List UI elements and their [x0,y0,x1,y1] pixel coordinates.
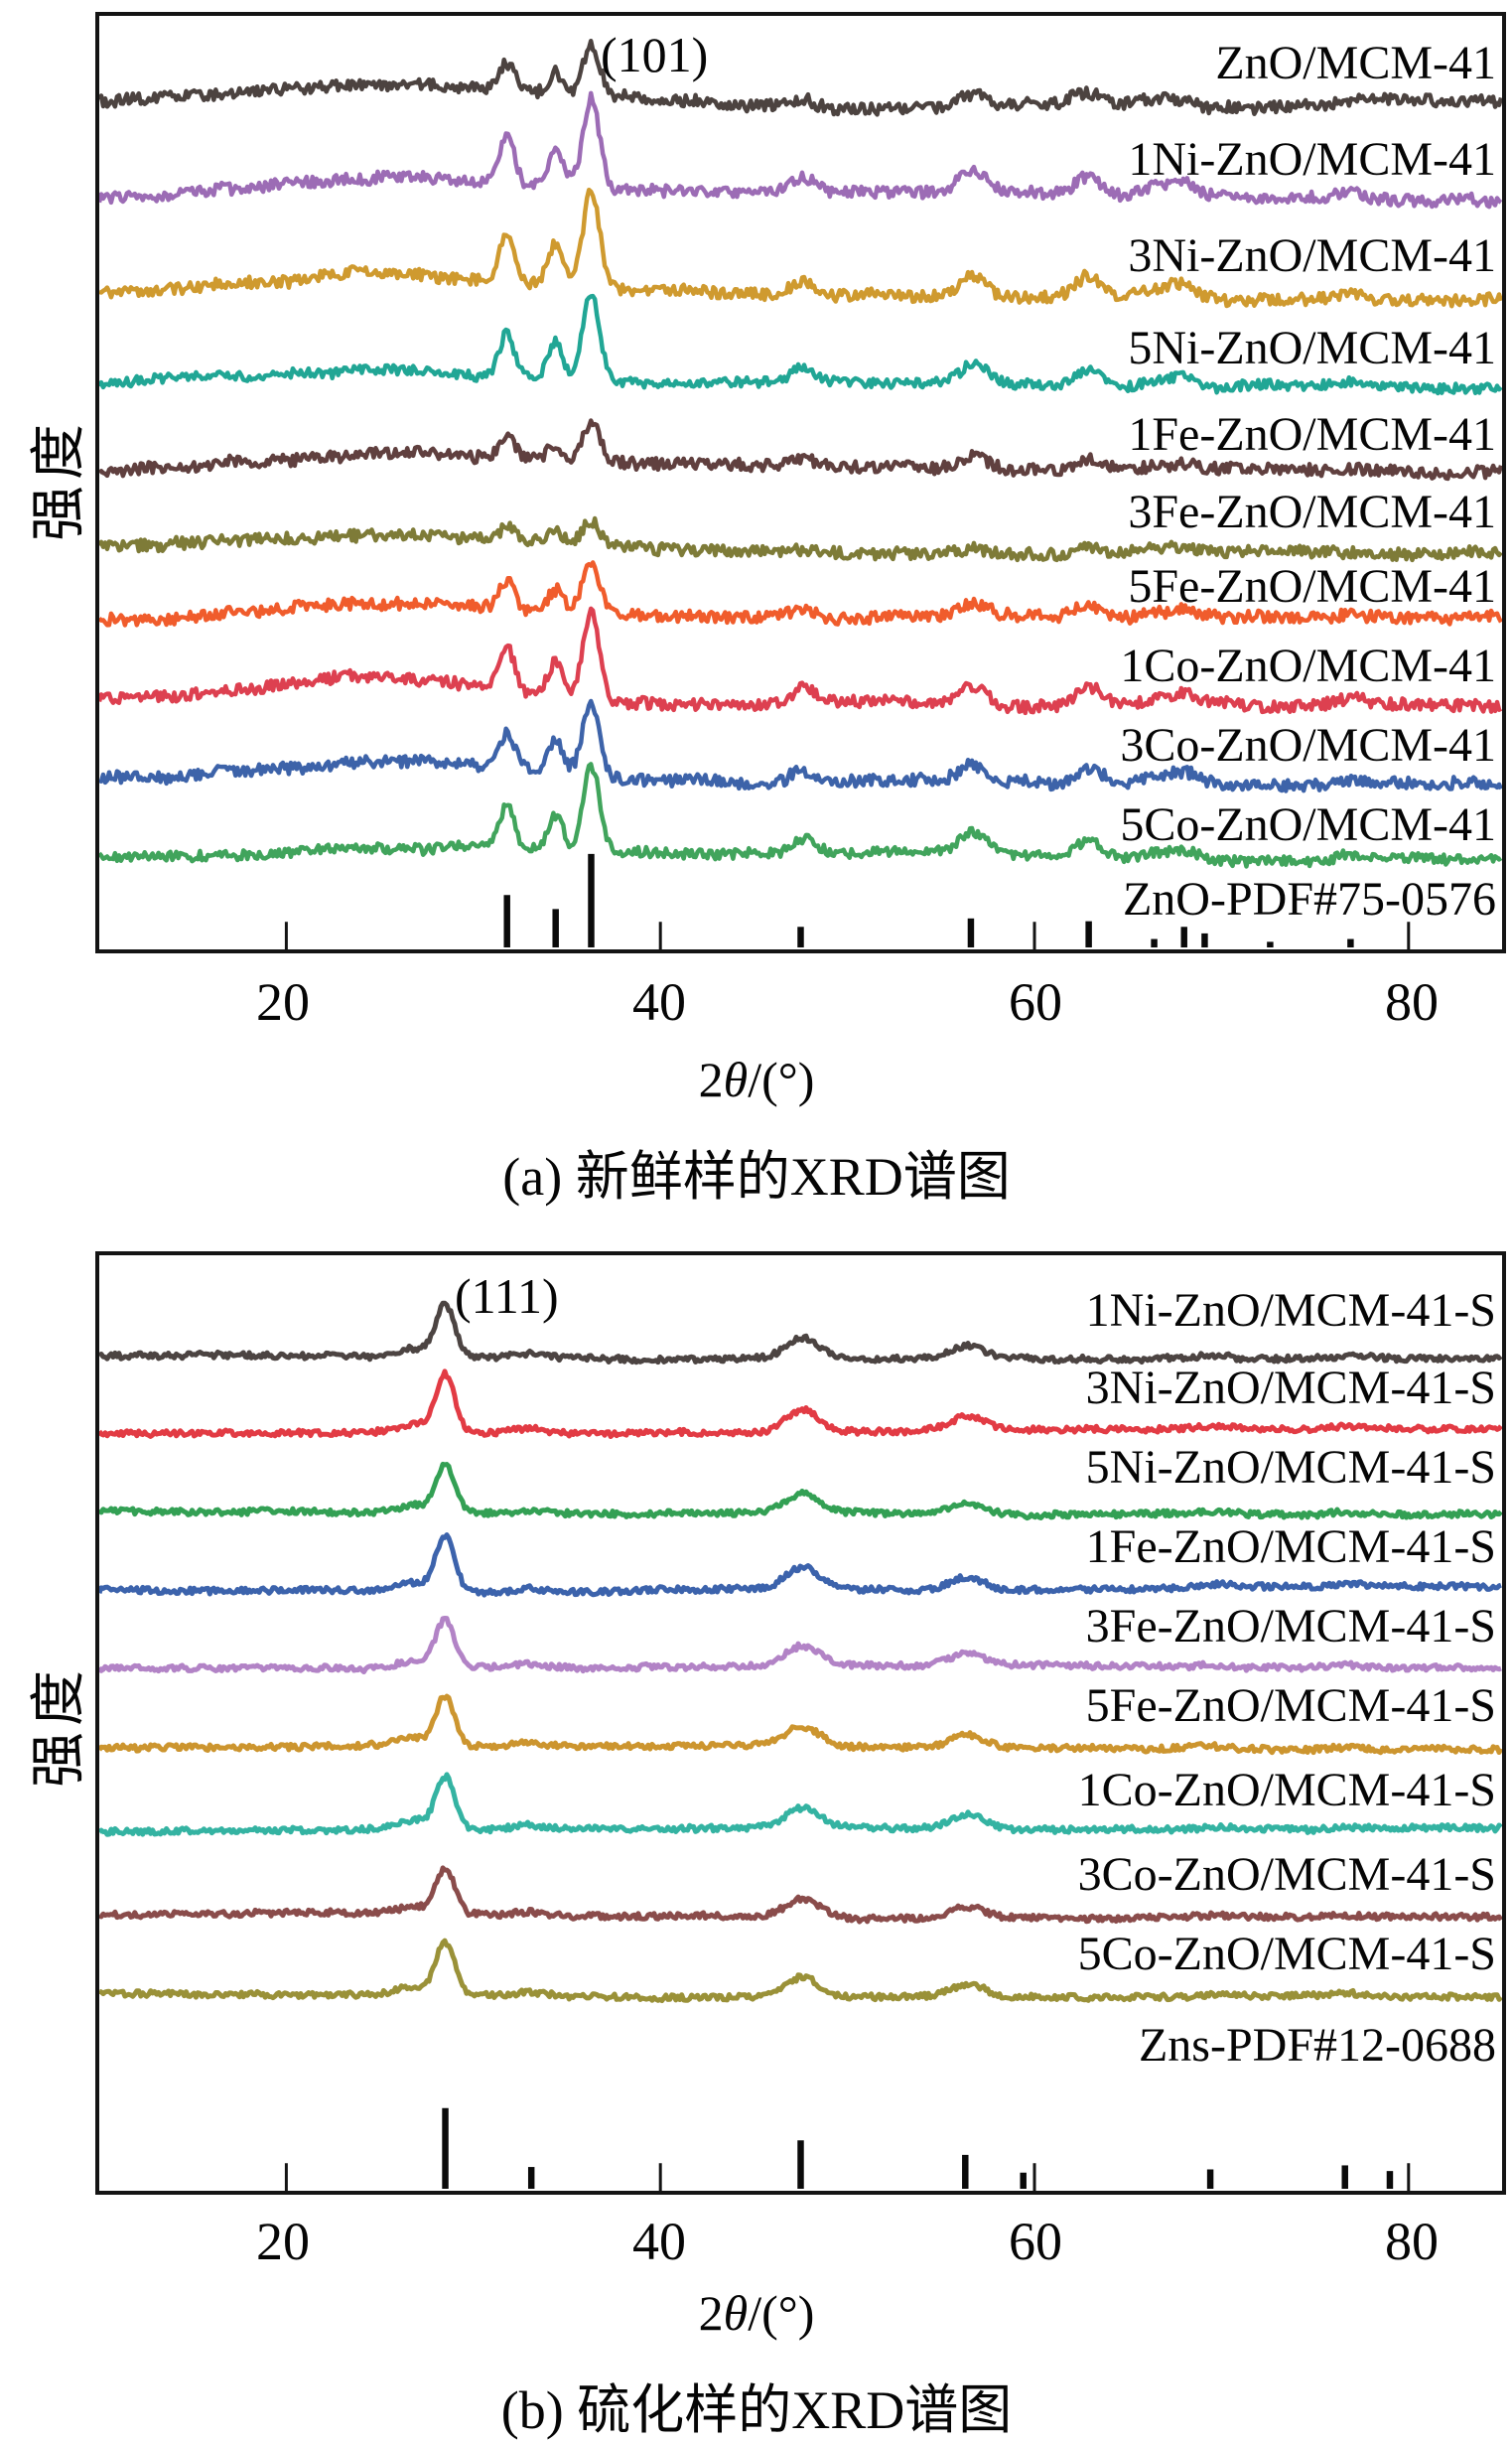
series-label-a-3: 5Ni-ZnO/MCM-41 [1128,322,1496,374]
x-axis-title-b: 2θ/(°) [698,2285,815,2341]
series-label-a-2: 3Ni-ZnO/MCM-41 [1128,229,1496,282]
xrd-trace [99,90,1502,210]
series-label-a-4: 1Fe-ZnO/MCM-41 [1128,408,1496,461]
series-label-a-0: ZnO/MCM-41 [1215,37,1496,89]
series-label-a-7: 1Co-ZnO/MCM-41 [1120,640,1496,692]
x-tick-a-20: 20 [256,972,310,1032]
xrd-trace [99,762,1502,869]
reference-label-a: ZnO-PDF#75-0576 [1122,873,1496,926]
xrd-trace [99,1693,1502,1756]
xrd-trace [99,1461,1502,1521]
plot-area-b: (111) 1Ni-ZnO/MCM-41-S 3Ni-ZnO/MCM-41-S … [95,1251,1506,2195]
xrd-trace [99,1616,1502,1675]
xrd-trace [99,187,1502,309]
series-label-b-7: 3Co-ZnO/MCM-41-S [1077,1848,1496,1901]
xrd-trace [99,560,1502,628]
series-label-b-8: 5Co-ZnO/MCM-41-S [1077,1928,1496,1980]
x-axis-title-a: 2θ/(°) [698,1052,815,1107]
peak-annotation-101: (101) [601,27,709,82]
series-label-a-5: 3Fe-ZnO/MCM-41 [1128,486,1496,538]
y-axis-title-a: 强度 [29,418,90,541]
xrd-trace [99,38,1502,117]
series-label-b-0: 1Ni-ZnO/MCM-41-S [1085,1284,1496,1337]
x-tick-b-20: 20 [256,2212,310,2271]
xrd-trace [99,293,1502,396]
x-tick-a-60: 60 [1009,972,1062,1032]
xrd-traces-svg-b [99,1300,1502,2191]
series-label-a-6: 5Fe-ZnO/MCM-41 [1128,560,1496,613]
xrd-trace [99,698,1502,793]
reference-label-b: Zns-PDF#12-0688 [1138,2019,1496,2072]
xrd-trace [99,418,1502,482]
series-label-b-3: 1Fe-ZnO/MCM-41-S [1085,1520,1496,1573]
xrd-trace [99,1938,1502,2004]
y-axis-title-b: 强度 [29,1664,90,1788]
series-label-a-8: 3Co-ZnO/MCM-41 [1120,719,1496,772]
xrd-trace [99,1865,1502,1925]
x-tick-b-80: 80 [1385,2212,1439,2271]
xrd-trace [99,1532,1502,1598]
plot-area-a: (101) ZnO/MCM-41 1Ni-ZnO/MCM-41 3Ni-ZnO/… [95,12,1506,953]
xrd-traces-svg-a [99,38,1502,949]
xrd-trace [99,606,1502,716]
xrd-trace [99,1300,1502,1366]
series-label-b-4: 3Fe-ZnO/MCM-41-S [1085,1600,1496,1653]
caption-a: (a) 新鲜样的XRD谱图 [502,1147,1011,1207]
caption-b: (b) 硫化样的XRD谱图 [500,2380,1013,2440]
x-tick-b-40: 40 [632,2212,686,2271]
series-label-b-2: 5Ni-ZnO/MCM-41-S [1085,1441,1496,1494]
xrd-trace [99,515,1502,563]
series-label-b-1: 3Ni-ZnO/MCM-41-S [1085,1362,1496,1414]
x-tick-a-40: 40 [632,972,686,1032]
series-label-b-6: 1Co-ZnO/MCM-41-S [1077,1764,1496,1816]
x-tick-a-80: 80 [1385,972,1439,1032]
series-label-a-1: 1Ni-ZnO/MCM-41 [1128,133,1496,186]
series-label-b-5: 5Fe-ZnO/MCM-41-S [1085,1679,1496,1732]
peak-annotation-111: (111) [455,1268,559,1324]
series-label-a-9: 5Co-ZnO/MCM-41 [1120,798,1496,851]
xrd-trace [99,1772,1502,1837]
xrd-trace [99,1368,1502,1440]
x-tick-b-60: 60 [1009,2212,1062,2271]
